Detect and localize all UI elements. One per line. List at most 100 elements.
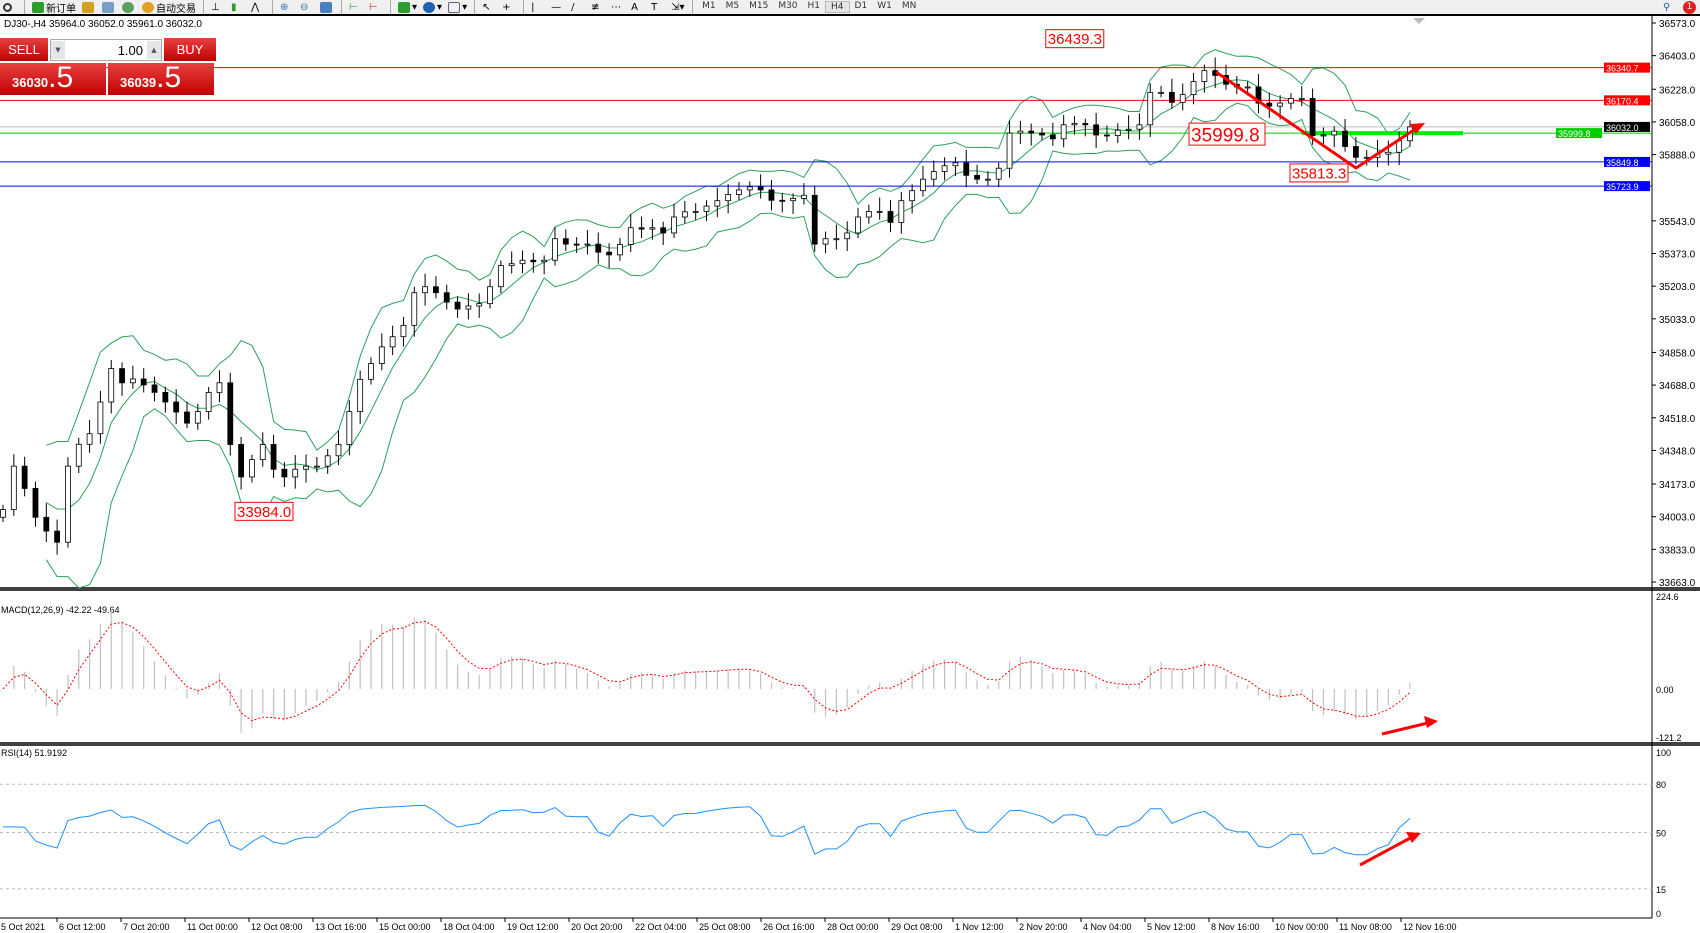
timeframe-m1[interactable]: M1	[702, 1, 716, 11]
auto-trading-button[interactable]: 自动交易	[142, 0, 196, 14]
timeframe-w1[interactable]: W1	[877, 1, 892, 11]
rsi-line	[3, 804, 1411, 856]
candle	[238, 444, 245, 478]
price-tick-label: 36058.0	[1659, 118, 1696, 129]
price-annotation-box[interactable]	[1045, 29, 1105, 49]
macd-tick-label: 224.6	[1656, 592, 1679, 602]
sell-button[interactable]: SELL	[0, 38, 48, 62]
price-tick-label: 34348.0	[1659, 446, 1696, 457]
macd-label: MACD(12,26,9) -42.22 -49.64	[1, 605, 120, 615]
label-button[interactable]: T	[651, 0, 665, 14]
chart-shift-marker-icon[interactable]	[1413, 18, 1425, 24]
toolbar: 新订单 自动交易 ⊥ ▮ ⋀ ⊕ ⊖ ⊢ ⊢ ▾ ▾ ▾ ↖ + | — / ≢…	[0, 0, 1700, 16]
toolbar-divider	[203, 0, 204, 14]
timeframe-m30[interactable]: M30	[778, 1, 798, 11]
vertical-line-button[interactable]: |	[531, 0, 545, 14]
bar-chart-button[interactable]: ⊥	[211, 0, 225, 14]
new-order-button[interactable]: 新订单	[32, 0, 76, 14]
timeframe-m15[interactable]: M15	[749, 1, 769, 11]
price-annotation-box[interactable]	[234, 501, 294, 521]
fibonacci-icon: ⋯	[611, 1, 622, 13]
lot-increase-button[interactable]: ▲	[147, 41, 161, 59]
new-order-label: 新订单	[46, 3, 76, 15]
price-annotation-box[interactable]	[1188, 122, 1266, 146]
search-button[interactable]	[3, 0, 17, 14]
fibonacci-button[interactable]: ⋯	[611, 0, 625, 14]
trendline-button[interactable]: /	[571, 0, 585, 14]
search-icon: ⚲	[1663, 1, 1671, 13]
zoom-out-button[interactable]: ⊖	[300, 0, 314, 14]
timeframe-d1[interactable]: D1	[854, 1, 868, 11]
notifications-button[interactable]: 1	[1683, 0, 1697, 14]
price-level-label: 36170.4	[1606, 96, 1639, 106]
one-click-trading-panel: SELL ▼ ▲ BUY 36030.5 36039.5	[0, 38, 216, 95]
candle	[487, 286, 493, 305]
buy-price-button[interactable]: 36039.5	[108, 63, 214, 95]
price-tick-label: 35543.0	[1659, 217, 1696, 228]
candle	[1125, 128, 1132, 131]
signals-button[interactable]	[122, 0, 136, 14]
indicators-button[interactable]: ▾	[398, 0, 417, 14]
rsi-tick-label: 100	[1656, 748, 1671, 758]
cursor-button[interactable]: ↖	[482, 0, 496, 14]
lot-input[interactable]	[65, 42, 147, 58]
candle	[1039, 132, 1045, 136]
price-level-label: 35999.8	[1558, 129, 1591, 139]
candle	[887, 211, 894, 223]
chart-shift-icon: ⊢	[369, 1, 378, 13]
lot-decrease-button[interactable]: ▼	[51, 41, 65, 59]
candle	[97, 401, 104, 435]
candle	[205, 392, 212, 413]
notification-badge: 1	[1683, 0, 1696, 14]
candle	[1028, 130, 1035, 134]
candle	[368, 363, 374, 380]
timeframe-m5[interactable]: M5	[725, 1, 740, 11]
candle	[1082, 123, 1089, 126]
sell-price-button[interactable]: 36030.5	[0, 63, 106, 95]
macd-divergence-arrow[interactable]	[1381, 720, 1433, 736]
candle	[649, 227, 656, 230]
time-tick-label: 18 Oct 04:00	[443, 922, 495, 932]
rsi-divergence-arrow[interactable]	[1359, 834, 1415, 867]
line-chart-button[interactable]: ⋀	[251, 0, 265, 14]
price-tick-label: 34688.0	[1659, 381, 1696, 392]
price-tick-label: 34173.0	[1659, 480, 1696, 491]
auto-scroll-button[interactable]: ⊢	[349, 0, 363, 14]
candle-chart-button[interactable]: ▮	[231, 0, 245, 14]
candle	[541, 259, 548, 263]
time-tick-label: 29 Oct 08:00	[891, 922, 943, 932]
search-community-button[interactable]: ⚲	[1663, 0, 1677, 14]
buy-button[interactable]: BUY	[164, 38, 216, 62]
chart-shift-button[interactable]: ⊢	[369, 0, 383, 14]
candle	[1017, 130, 1024, 134]
trend-arrow[interactable]	[1215, 70, 1421, 170]
candle	[746, 186, 753, 191]
candle	[660, 227, 667, 234]
time-tick-label: 5 Oct 2021	[1, 922, 45, 932]
grid-icon	[320, 1, 332, 13]
tile-windows-button[interactable]	[320, 0, 334, 14]
navigator-button[interactable]	[102, 0, 116, 14]
candle	[129, 378, 136, 384]
price-level-label: 36032.0	[1606, 123, 1639, 133]
equidistant-channel-button[interactable]: ≢	[591, 0, 605, 14]
candle	[54, 530, 61, 543]
text-button[interactable]: A	[631, 0, 645, 14]
templates-button[interactable]: ▾	[448, 0, 467, 14]
candle	[1352, 146, 1359, 158]
horizontal-line-button[interactable]: —	[551, 0, 565, 14]
arrows-button[interactable]: ⇲▾	[671, 0, 685, 14]
timeframe-h1[interactable]: H1	[807, 1, 821, 11]
market-watch-button[interactable]	[82, 0, 96, 14]
price-annotation-label: 36439.3	[1048, 31, 1102, 48]
timeframe-mn[interactable]: MN	[901, 1, 917, 11]
price-annotation-box[interactable]	[1289, 163, 1349, 183]
crosshair-button[interactable]: +	[502, 0, 516, 14]
chart-window[interactable]: 36573.0 36403.0 36228.0 36058.0 35888.0 35543…	[0, 16, 1700, 933]
zoom-in-button[interactable]: ⊕	[280, 0, 294, 14]
autoscroll-icon: ⊢	[349, 1, 358, 13]
candle	[562, 238, 569, 245]
timeframe-h4[interactable]: H4	[825, 1, 850, 13]
candle	[292, 468, 299, 478]
periods-button[interactable]: ▾	[423, 0, 442, 14]
